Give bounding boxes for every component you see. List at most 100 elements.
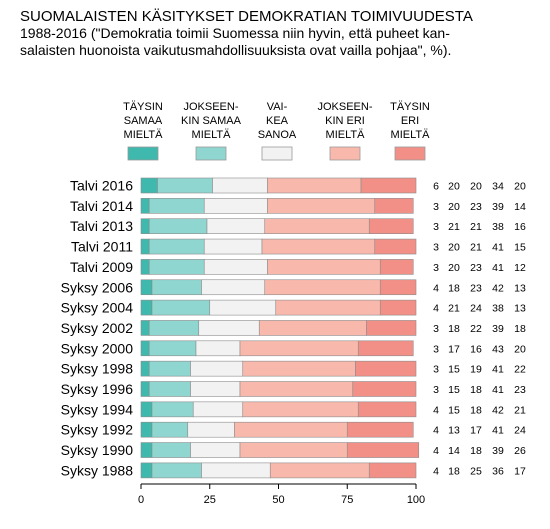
bar-segment xyxy=(140,299,153,316)
legend-label-2-line-2: KIN SAMAA xyxy=(181,115,242,127)
value-label: 6 xyxy=(433,181,439,193)
value-label: 4 xyxy=(433,404,439,416)
title-block: SUOMALAISTEN KÄSITYKSET DEMOKRATIAN TOIM… xyxy=(20,8,540,59)
value-label: 3 xyxy=(433,221,439,233)
bar-segment xyxy=(148,198,205,214)
legend-label-1-line-3: MIELTÄ xyxy=(124,129,164,141)
x-tick-label: 50 xyxy=(272,494,284,506)
value-label: 18 xyxy=(514,323,526,335)
legend-label-3-line-3: SANOA xyxy=(258,129,297,141)
value-labels: 6 20 20 34 203 20 23 39 143 21 21 38 163 20 21 41 153 20 2… xyxy=(433,181,526,478)
category-label: Syksy 1990 xyxy=(61,442,134,458)
value-label: 18 xyxy=(448,465,460,477)
value-label: 20 xyxy=(448,201,460,213)
bar-segment xyxy=(151,401,194,418)
category-label: Syksy 2000 xyxy=(61,340,134,356)
bar-segment xyxy=(140,320,150,336)
value-label: 38 xyxy=(492,221,504,233)
value-label: 20 xyxy=(470,181,482,193)
value-label: 20 xyxy=(514,343,526,355)
value-label: 4 xyxy=(433,303,439,315)
value-label: 20 xyxy=(448,242,460,254)
bar-segment xyxy=(195,340,241,357)
bar-segment xyxy=(201,279,266,296)
bar-segment xyxy=(140,421,153,438)
category-label: Talvi 2009 xyxy=(70,259,133,275)
bar-segment xyxy=(212,177,268,194)
bar-segment xyxy=(203,259,268,275)
value-label: 20 xyxy=(448,262,460,274)
value-label: 22 xyxy=(470,323,482,335)
category-label: Syksy 1994 xyxy=(61,401,134,417)
value-label: 12 xyxy=(514,262,526,274)
legend-label-5-line-3: MIELTÄ xyxy=(391,129,431,141)
bars xyxy=(140,177,420,479)
value-label: 42 xyxy=(492,404,504,416)
bar-segment xyxy=(148,381,191,397)
x-axis: 0 25 50 75 100 xyxy=(138,483,425,506)
value-label: 23 xyxy=(470,262,482,274)
bar-segment xyxy=(203,198,268,214)
value-label: 14 xyxy=(448,445,460,457)
legend-label-4-line-2: KIN ERI xyxy=(325,115,365,127)
legend-label-5-line-1: TÄYSIN xyxy=(390,101,430,113)
bar-segment xyxy=(242,360,356,377)
bar-segment xyxy=(190,381,241,397)
value-label: 3 xyxy=(433,323,439,335)
value-label: 21 xyxy=(448,303,460,315)
bar-segment xyxy=(140,401,153,418)
bar-segment xyxy=(148,238,205,255)
value-label: 4 xyxy=(433,445,439,457)
category-label: Talvi 2011 xyxy=(71,239,133,255)
value-label: 41 xyxy=(492,425,504,437)
value-label: 15 xyxy=(448,404,460,416)
value-label: 22 xyxy=(514,364,526,376)
bar-segment xyxy=(201,462,271,479)
x-tick-label: 100 xyxy=(407,494,425,506)
bar-segment xyxy=(206,218,266,234)
value-label: 18 xyxy=(470,445,482,457)
bar-segment xyxy=(151,442,191,458)
bar-segment xyxy=(379,259,414,275)
legend-swatch-5 xyxy=(394,146,426,161)
bar-segment xyxy=(374,238,417,255)
value-label: 18 xyxy=(448,282,460,294)
bar-segment xyxy=(140,177,158,194)
legend-label-1-line-2: SAMAA xyxy=(124,115,163,127)
legend-label-3-line-2: KEA xyxy=(266,115,289,127)
bar-segment xyxy=(379,279,417,296)
bar-segment xyxy=(374,198,414,214)
bar-segment xyxy=(151,279,202,296)
legend: TÄYSIN SAMAA MIELTÄ JOKSEEN- KIN SAMAA MIELTÄ… xyxy=(123,101,431,161)
value-label: 3 xyxy=(433,364,439,376)
value-label: 41 xyxy=(492,364,504,376)
bar-segment xyxy=(148,360,191,377)
bar-segment xyxy=(346,421,414,438)
value-label: 16 xyxy=(514,221,526,233)
bar-segment xyxy=(157,177,213,194)
value-label: 14 xyxy=(514,201,526,213)
bar-segment xyxy=(368,218,414,234)
value-label: 3 xyxy=(433,201,439,213)
value-label: 36 xyxy=(492,465,504,477)
value-label: 20 xyxy=(448,181,460,193)
value-label: 4 xyxy=(433,282,439,294)
value-label: 24 xyxy=(470,303,482,315)
bar-segment xyxy=(187,421,235,438)
bar-segment xyxy=(140,462,153,479)
legend-label-4-line-3: MIELTÄ xyxy=(326,129,366,141)
value-label: 18 xyxy=(470,384,482,396)
category-labels: Talvi 2016 Talvi 2014 Talvi 2013 Talvi 2011… xyxy=(61,178,134,479)
bar-segment xyxy=(151,421,189,438)
value-label: 41 xyxy=(492,384,504,396)
legend-swatch-3 xyxy=(261,146,293,161)
value-label: 23 xyxy=(470,201,482,213)
bar-segment xyxy=(352,381,417,397)
value-label: 17 xyxy=(448,343,460,355)
bar-segment xyxy=(140,238,150,255)
bar-segment xyxy=(190,442,241,458)
bar-segment xyxy=(192,401,244,418)
x-tick-label: 25 xyxy=(204,494,216,506)
bar-segment xyxy=(355,360,417,377)
bar-segment xyxy=(346,442,420,458)
